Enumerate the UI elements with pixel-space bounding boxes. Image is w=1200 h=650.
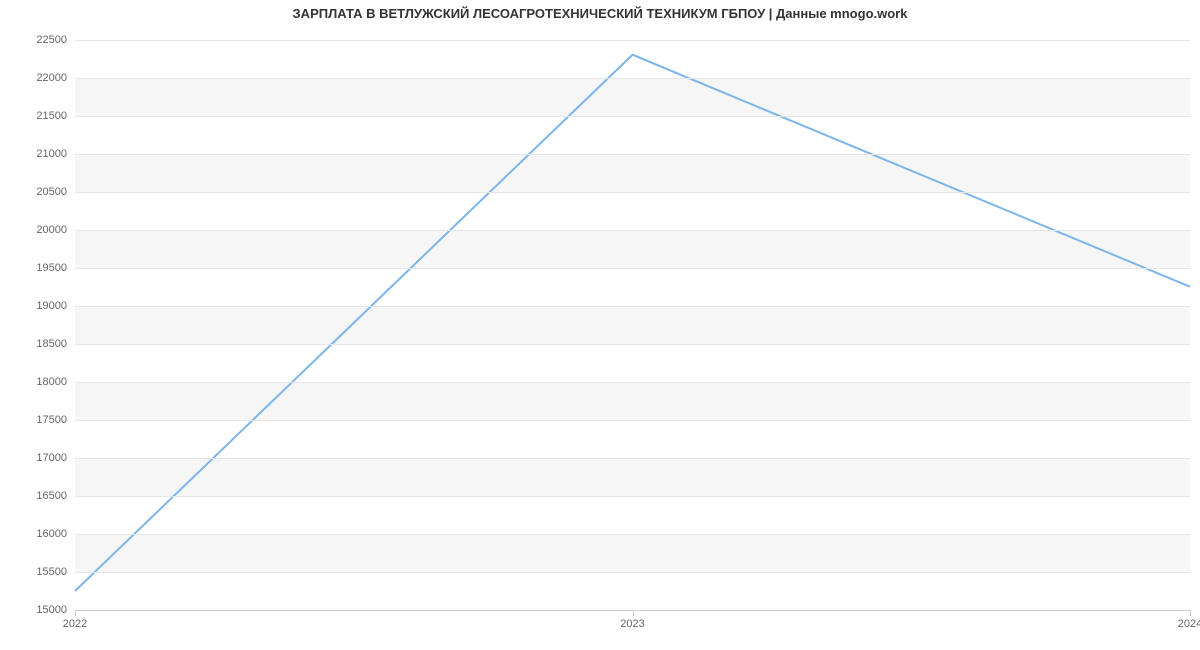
y-tick-label: 20500 [36, 186, 75, 198]
series-line-salary [75, 55, 1190, 591]
y-gridline [75, 534, 1190, 535]
y-gridline [75, 344, 1190, 345]
y-tick-label: 19500 [36, 262, 75, 274]
y-gridline [75, 420, 1190, 421]
y-gridline [75, 154, 1190, 155]
x-tick-label: 2022 [63, 610, 87, 630]
chart-title: ЗАРПЛАТА В ВЕТЛУЖСКИЙ ЛЕСОАГРОТЕХНИЧЕСКИ… [0, 6, 1200, 21]
y-gridline [75, 306, 1190, 307]
y-tick-label: 18500 [36, 338, 75, 350]
y-tick-label: 22500 [36, 34, 75, 46]
chart-svg [75, 30, 1190, 610]
y-tick-label: 20000 [36, 224, 75, 236]
y-tick-label: 16000 [36, 528, 75, 540]
y-tick-label: 16500 [36, 490, 75, 502]
y-gridline [75, 192, 1190, 193]
y-gridline [75, 116, 1190, 117]
y-tick-label: 21500 [36, 110, 75, 122]
y-tick-label: 18000 [36, 376, 75, 388]
chart-container: ЗАРПЛАТА В ВЕТЛУЖСКИЙ ЛЕСОАГРОТЕХНИЧЕСКИ… [0, 0, 1200, 650]
y-gridline [75, 40, 1190, 41]
y-gridline [75, 458, 1190, 459]
x-tick-label: 2024 [1178, 610, 1200, 630]
y-gridline [75, 382, 1190, 383]
y-tick-label: 19000 [36, 300, 75, 312]
y-gridline [75, 572, 1190, 573]
y-gridline [75, 78, 1190, 79]
y-tick-label: 17000 [36, 452, 75, 464]
y-tick-label: 21000 [36, 148, 75, 160]
plot-area: 1500015500160001650017000175001800018500… [75, 30, 1190, 610]
y-gridline [75, 268, 1190, 269]
y-tick-label: 15500 [36, 566, 75, 578]
x-tick-label: 2023 [620, 610, 644, 630]
y-gridline [75, 230, 1190, 231]
y-gridline [75, 496, 1190, 497]
y-tick-label: 17500 [36, 414, 75, 426]
y-tick-label: 22000 [36, 72, 75, 84]
